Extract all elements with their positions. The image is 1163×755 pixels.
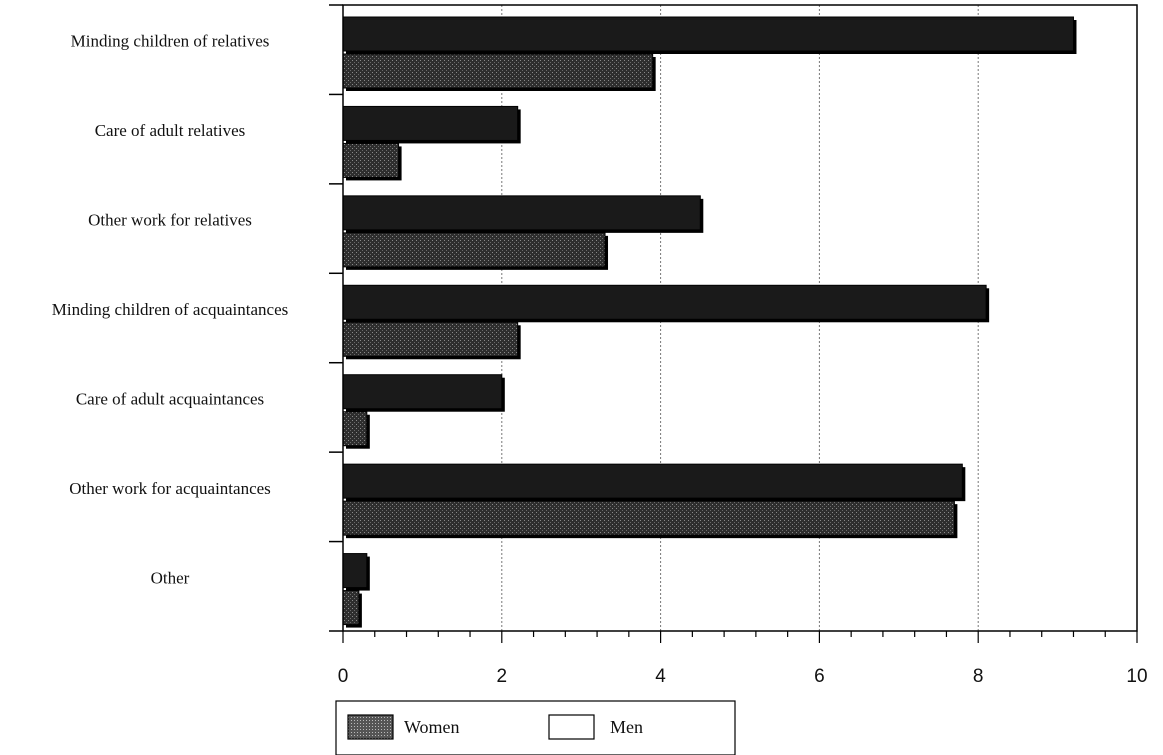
bar-men [342, 590, 360, 626]
axes [329, 4, 1138, 643]
category-label: Other work for relatives [88, 211, 252, 230]
bar-men [342, 232, 606, 268]
category-label: Minding children of relatives [71, 32, 270, 51]
x-tick-label: 4 [655, 666, 666, 687]
category-label: Care of adult relatives [95, 121, 246, 140]
plot-frame [342, 4, 1138, 632]
category-label: Other work for acquaintances [69, 479, 271, 498]
x-tick-label: 2 [497, 666, 508, 687]
bar-women [342, 553, 368, 589]
bar-women [342, 105, 519, 141]
category-label: Care of adult acquaintances [76, 389, 264, 408]
x-tick-label: 0 [338, 666, 349, 687]
bar-men [342, 500, 955, 536]
x-tick-labels: 0 2 4 6 8 10 [338, 666, 1148, 687]
x-tick-label: 10 [1126, 666, 1147, 687]
bar-women [342, 16, 1074, 52]
bar-women [342, 284, 987, 320]
legend-box [335, 700, 736, 755]
x-tick-label: 8 [973, 666, 984, 687]
legend-swatch-women [347, 714, 394, 740]
bars [342, 16, 1077, 628]
bar-women [342, 374, 503, 410]
category-label: Minding children of acquaintances [52, 300, 289, 319]
category-labels: Minding children of relatives Care of adu… [52, 32, 289, 588]
x-tick-label: 6 [814, 666, 825, 687]
legend: Women Men [335, 700, 736, 755]
bar-women [342, 463, 963, 499]
legend-swatch-men [548, 714, 595, 740]
bar-women [342, 195, 701, 231]
legend-label-men: Men [610, 717, 643, 737]
bar-men [342, 53, 654, 89]
bar-men [342, 142, 400, 178]
legend-label-women: Women [404, 717, 460, 737]
category-label: Other [151, 568, 190, 587]
bar-men [342, 411, 368, 447]
bar-men [342, 321, 519, 357]
